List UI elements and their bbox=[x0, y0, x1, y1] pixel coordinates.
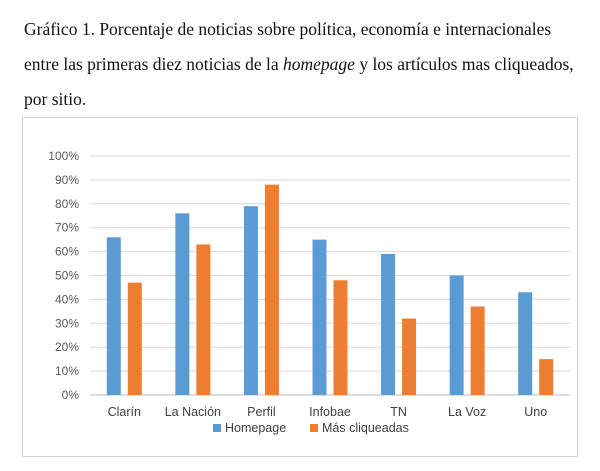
bar-mas-cliqueadas bbox=[333, 280, 348, 395]
y-tick-label: 60% bbox=[55, 245, 79, 259]
y-tick-label: 70% bbox=[55, 221, 79, 235]
bar-homepage bbox=[312, 239, 327, 395]
legend-label: Más cliqueadas bbox=[322, 421, 409, 435]
bar-mas-cliqueadas bbox=[402, 318, 417, 395]
bar-mas-cliqueadas bbox=[264, 184, 279, 395]
bar-homepage bbox=[243, 206, 258, 395]
bar-homepage bbox=[518, 292, 533, 395]
caption-italic-word: homepage bbox=[283, 54, 355, 74]
bar-mas-cliqueadas bbox=[470, 306, 485, 395]
x-tick-label: Perfil bbox=[247, 405, 275, 419]
x-tick-label: Clarín bbox=[108, 405, 141, 419]
x-tick-label: Infobae bbox=[309, 405, 351, 419]
y-tick-label: 90% bbox=[55, 173, 79, 187]
legend-label: Homepage bbox=[225, 421, 286, 435]
caption-text: Gráfico 1. Porcentaje de noticias sobre … bbox=[24, 19, 552, 74]
bar-homepage bbox=[449, 275, 464, 395]
y-tick-label: 30% bbox=[55, 316, 79, 330]
y-tick-label: 50% bbox=[55, 269, 79, 283]
bar-mas-cliqueadas bbox=[196, 244, 211, 395]
bar-homepage bbox=[175, 213, 190, 395]
bar-homepage bbox=[381, 253, 396, 395]
chart-caption: Gráfico 1. Porcentaje de noticias sobre … bbox=[24, 12, 584, 117]
bar-homepage bbox=[106, 237, 121, 395]
y-tick-label: 20% bbox=[55, 340, 79, 354]
bar-mas-cliqueadas bbox=[539, 359, 554, 395]
y-tick-label: 0% bbox=[62, 388, 80, 402]
legend-swatch bbox=[310, 424, 318, 432]
bar-mas-cliqueadas bbox=[127, 282, 142, 395]
y-tick-label: 10% bbox=[55, 364, 79, 378]
x-tick-label: La Voz bbox=[448, 405, 486, 419]
x-tick-label: TN bbox=[390, 405, 407, 419]
y-tick-label: 100% bbox=[48, 149, 79, 163]
y-tick-label: 40% bbox=[55, 292, 79, 306]
x-tick-label: Uno bbox=[524, 405, 547, 419]
x-tick-label: La Nación bbox=[165, 405, 221, 419]
caption-text-end: y los artículos mas cliqueados, por siti… bbox=[24, 54, 574, 109]
y-tick-label: 80% bbox=[55, 197, 79, 211]
legend-swatch bbox=[213, 424, 221, 432]
